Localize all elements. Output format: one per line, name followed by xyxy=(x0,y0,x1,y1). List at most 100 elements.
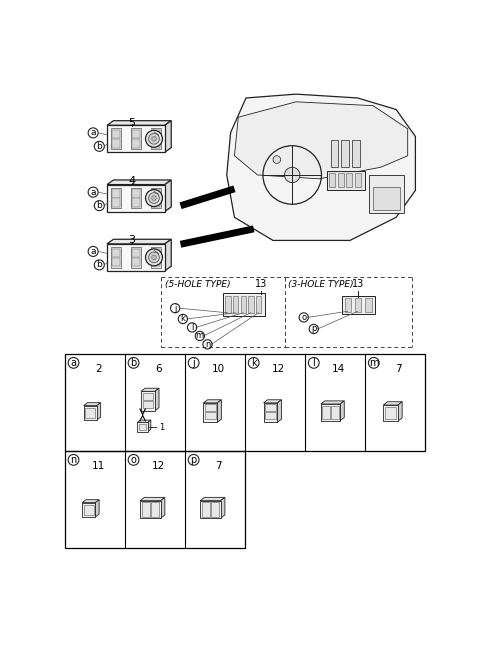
Circle shape xyxy=(152,136,156,141)
Text: a: a xyxy=(90,129,96,137)
Polygon shape xyxy=(107,121,171,125)
Polygon shape xyxy=(321,404,340,420)
Circle shape xyxy=(145,249,162,266)
Text: a: a xyxy=(90,188,96,197)
Bar xyxy=(152,189,160,197)
Text: b: b xyxy=(96,201,102,210)
Polygon shape xyxy=(165,121,171,152)
Text: l: l xyxy=(312,358,315,368)
Polygon shape xyxy=(84,403,101,405)
Bar xyxy=(248,296,254,313)
Circle shape xyxy=(273,155,281,163)
Polygon shape xyxy=(84,405,97,420)
Polygon shape xyxy=(107,125,165,152)
Polygon shape xyxy=(82,502,96,517)
Bar xyxy=(112,189,120,197)
Bar xyxy=(152,130,160,138)
Bar xyxy=(139,424,146,430)
Bar xyxy=(132,189,140,197)
Bar xyxy=(346,173,352,188)
Polygon shape xyxy=(140,497,165,501)
Bar xyxy=(373,186,400,210)
Text: k: k xyxy=(180,314,185,323)
Polygon shape xyxy=(107,239,171,244)
Text: m: m xyxy=(196,331,204,340)
Bar xyxy=(112,139,120,148)
Bar xyxy=(132,249,140,257)
Bar xyxy=(265,412,276,419)
Polygon shape xyxy=(161,497,165,518)
Bar xyxy=(131,188,141,209)
Text: 7: 7 xyxy=(395,364,402,375)
Polygon shape xyxy=(204,403,217,422)
Polygon shape xyxy=(264,400,281,403)
Bar xyxy=(85,408,96,418)
Polygon shape xyxy=(165,239,171,271)
Bar xyxy=(112,199,120,207)
Text: a: a xyxy=(71,358,76,368)
Bar xyxy=(151,129,161,149)
Circle shape xyxy=(285,167,300,182)
Bar xyxy=(84,505,94,515)
Text: a: a xyxy=(90,247,96,256)
Bar xyxy=(225,296,230,313)
Text: n: n xyxy=(205,340,210,349)
Bar xyxy=(112,249,120,257)
Polygon shape xyxy=(137,422,148,432)
Polygon shape xyxy=(165,180,171,211)
Text: 12: 12 xyxy=(152,461,165,472)
Bar xyxy=(143,393,154,400)
Text: m: m xyxy=(369,358,379,368)
Circle shape xyxy=(152,255,156,260)
Bar xyxy=(352,140,360,167)
Polygon shape xyxy=(96,500,99,517)
Bar xyxy=(142,502,150,517)
Bar xyxy=(355,173,361,188)
Polygon shape xyxy=(340,401,344,420)
Circle shape xyxy=(152,195,156,200)
Circle shape xyxy=(149,133,159,144)
Text: b: b xyxy=(96,142,102,151)
Bar xyxy=(111,129,121,149)
Text: 2: 2 xyxy=(95,364,101,375)
Bar xyxy=(152,199,160,207)
Bar xyxy=(152,249,160,257)
Polygon shape xyxy=(234,102,408,179)
Polygon shape xyxy=(264,403,277,422)
Text: 12: 12 xyxy=(272,364,285,375)
Bar xyxy=(342,296,374,314)
Circle shape xyxy=(149,193,159,203)
Polygon shape xyxy=(107,184,165,211)
Bar xyxy=(341,140,349,167)
Text: l: l xyxy=(191,323,193,332)
Text: n: n xyxy=(71,455,77,465)
Bar xyxy=(151,502,159,517)
Polygon shape xyxy=(200,497,225,501)
Text: o: o xyxy=(131,455,136,465)
Bar xyxy=(131,129,141,149)
Text: — 1: — 1 xyxy=(149,423,165,432)
Text: 11: 11 xyxy=(92,461,105,472)
Bar xyxy=(331,405,339,419)
Bar xyxy=(223,293,265,316)
Polygon shape xyxy=(204,400,221,403)
Polygon shape xyxy=(277,400,281,422)
Polygon shape xyxy=(140,501,161,518)
Bar xyxy=(329,173,336,188)
Bar xyxy=(323,405,330,419)
Polygon shape xyxy=(398,401,402,421)
Bar xyxy=(65,451,245,548)
Text: 13: 13 xyxy=(352,279,364,289)
Bar xyxy=(132,130,140,138)
Bar xyxy=(151,247,161,268)
Text: j: j xyxy=(192,358,195,368)
Text: 13: 13 xyxy=(255,279,267,289)
Bar xyxy=(152,258,160,266)
Polygon shape xyxy=(227,94,415,240)
Bar xyxy=(355,298,361,312)
Text: p: p xyxy=(311,325,316,333)
Bar xyxy=(111,188,121,209)
Polygon shape xyxy=(107,180,171,184)
Polygon shape xyxy=(82,500,99,502)
Bar xyxy=(205,405,216,411)
